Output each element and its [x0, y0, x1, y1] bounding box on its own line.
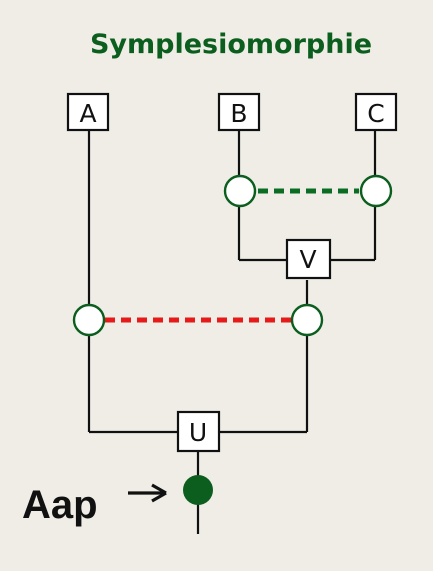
taxon-label-b: B [230, 99, 247, 128]
taxon-box-a [66, 92, 110, 132]
open-state-circle-a [72, 303, 106, 337]
taxon-box-b [217, 92, 261, 132]
open-state-circle-v [290, 303, 324, 337]
node-label-u: U [189, 418, 207, 447]
node-box-u [176, 410, 221, 453]
taxon-box-c [354, 92, 398, 132]
open-state-circle-c [359, 174, 393, 208]
taxon-label-a: A [79, 99, 96, 128]
ancestral-filled-circle [183, 475, 213, 505]
diagram-title: Symplesiomorphie [90, 29, 372, 60]
node-box-v [285, 238, 332, 280]
taxon-label-c: C [367, 99, 384, 128]
annotation-label: Aap [22, 483, 98, 527]
node-label-v: V [299, 245, 316, 274]
arrow-right-icon [128, 483, 167, 503]
open-state-circle-b [223, 174, 257, 208]
